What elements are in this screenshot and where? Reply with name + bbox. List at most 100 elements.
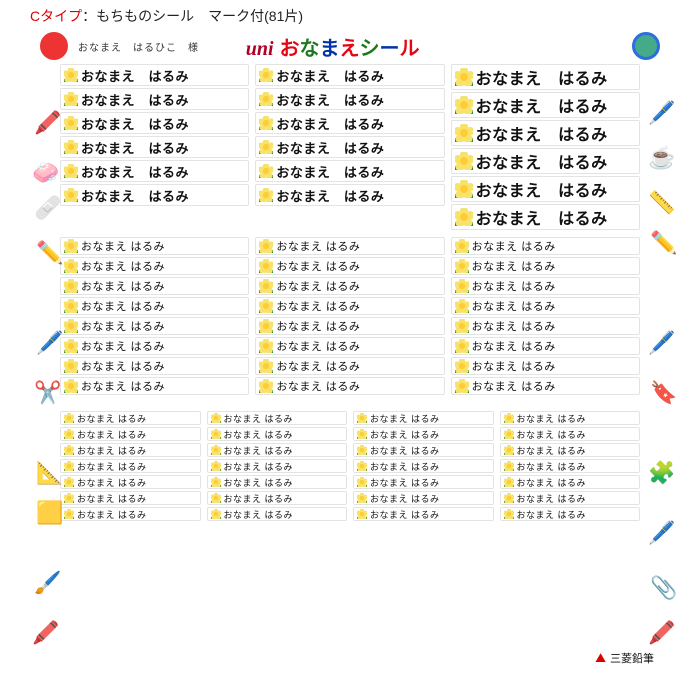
stationery-icon: 🧩 <box>648 460 675 486</box>
name-label: おなまえ はるみ <box>60 427 201 441</box>
label-text: おなまえ はるみ <box>370 412 440 425</box>
name-label: おなまえ はるみ <box>255 257 444 275</box>
label-text: おなまえ はるみ <box>370 444 440 457</box>
label-text: おなまえ はるみ <box>77 476 147 489</box>
stationery-icon: 📏 <box>648 190 675 216</box>
label-column: おなまえ はるみおなまえ はるみおなまえ はるみおなまえ はるみおなまえ はるみ… <box>60 237 249 404</box>
name-label: おなまえ はるみ <box>60 112 249 134</box>
label-text: おなまえ はるみ <box>81 318 165 334</box>
name-label: おなまえ はるみ <box>255 277 444 295</box>
label-column: おなまえ はるみおなまえ はるみおなまえ はるみおなまえ はるみおなまえ はるみ… <box>255 64 444 230</box>
name-label: おなまえ はるみ <box>255 237 444 255</box>
flower-icon <box>64 477 74 487</box>
name-label: おなまえ はるみ <box>60 443 201 457</box>
name-label: おなまえ はるみ <box>60 237 249 255</box>
brand-jp-char: お <box>280 38 300 60</box>
stationery-icon: 🖊️ <box>36 330 63 356</box>
label-text: おなまえ はるみ <box>276 90 384 109</box>
flower-icon <box>455 124 473 142</box>
name-label: おなまえ はるみ <box>353 507 494 521</box>
flower-icon <box>211 477 221 487</box>
label-text: おなまえ はるみ <box>472 378 556 394</box>
flower-icon <box>259 239 273 253</box>
flower-icon <box>64 116 78 130</box>
label-text: おなまえ はるみ <box>517 492 587 505</box>
label-text: おなまえ はるみ <box>476 121 608 145</box>
flower-icon <box>64 509 74 519</box>
name-label: おなまえ はるみ <box>451 237 640 255</box>
label-text: おなまえ はるみ <box>476 205 608 229</box>
label-column: おなまえ はるみおなまえ はるみおなまえ はるみおなまえ はるみおなまえ はるみ… <box>451 237 640 404</box>
flower-icon <box>357 493 367 503</box>
name-label: おなまえ はるみ <box>353 459 494 473</box>
label-text: おなまえ はるみ <box>81 298 165 314</box>
user-name-small: おなまえ はるひこ 様 <box>78 39 199 54</box>
title-type: Cタイプ <box>30 8 82 24</box>
label-text: おなまえ はるみ <box>81 338 165 354</box>
name-label: おなまえ はるみ <box>353 443 494 457</box>
name-label: おなまえ はるみ <box>60 88 249 110</box>
label-text: おなまえ はるみ <box>472 338 556 354</box>
name-label: おなまえ はるみ <box>451 357 640 375</box>
name-label: おなまえ はるみ <box>207 411 348 425</box>
label-text: おなまえ はるみ <box>517 444 587 457</box>
label-text: おなまえ はるみ <box>276 358 360 374</box>
flower-icon <box>64 92 78 106</box>
brand-jp: おなまえシール <box>280 32 420 61</box>
flower-icon <box>64 164 78 178</box>
name-label: おなまえ はるみ <box>500 459 641 473</box>
name-label: おなまえ はるみ <box>255 112 444 134</box>
flower-icon <box>211 461 221 471</box>
flower-icon <box>259 68 273 82</box>
label-text: おなまえ はるみ <box>81 278 165 294</box>
label-text: おなまえ はるみ <box>81 258 165 274</box>
flower-icon <box>455 299 469 313</box>
flower-icon <box>259 259 273 273</box>
flower-icon <box>259 92 273 106</box>
label-text: おなまえ はるみ <box>517 476 587 489</box>
label-column: おなまえ はるみおなまえ はるみおなまえ はるみおなまえ はるみおなまえ はるみ… <box>255 237 444 404</box>
section-small: おなまえ はるみおなまえ はるみおなまえ はるみおなまえ はるみおなまえ はるみ… <box>60 411 640 522</box>
flower-icon <box>64 188 78 202</box>
label-text: おなまえ はるみ <box>81 66 189 85</box>
label-text: おなまえ はるみ <box>77 444 147 457</box>
flower-icon <box>259 379 273 393</box>
label-text: おなまえ はるみ <box>224 444 294 457</box>
name-label: おなまえ はるみ <box>255 357 444 375</box>
flower-icon <box>357 413 367 423</box>
brand-jp-char: ま <box>320 38 340 60</box>
label-text: おなまえ はるみ <box>472 318 556 334</box>
flower-icon <box>504 509 514 519</box>
label-text: おなまえ はるみ <box>517 428 587 441</box>
label-text: おなまえ はるみ <box>370 508 440 521</box>
name-label: おなまえ はるみ <box>451 92 640 118</box>
flower-icon <box>259 299 273 313</box>
label-text: おなまえ はるみ <box>224 460 294 473</box>
flower-icon <box>64 379 78 393</box>
name-label: おなまえ はるみ <box>451 337 640 355</box>
label-text: おなまえ はるみ <box>81 138 189 157</box>
name-label: おなまえ はるみ <box>207 491 348 505</box>
flower-icon <box>455 279 469 293</box>
section-large: おなまえ はるみおなまえ はるみおなまえ はるみおなまえ はるみおなまえ はるみ… <box>60 64 640 231</box>
flower-icon <box>211 445 221 455</box>
name-label: おなまえ はるみ <box>500 411 641 425</box>
label-text: おなまえ はるみ <box>276 258 360 274</box>
label-text: おなまえ はるみ <box>77 428 147 441</box>
label-text: おなまえ はるみ <box>81 378 165 394</box>
flower-icon <box>211 429 221 439</box>
label-text: おなまえ はるみ <box>81 358 165 374</box>
label-text: おなまえ はるみ <box>276 162 384 181</box>
flower-icon <box>455 259 469 273</box>
flower-icon <box>211 413 221 423</box>
label-text: おなまえ はるみ <box>276 238 360 254</box>
stationery-icon: 📐 <box>36 460 63 486</box>
flower-icon <box>357 477 367 487</box>
flower-icon <box>259 319 273 333</box>
name-label: おなまえ はるみ <box>451 148 640 174</box>
flower-icon <box>64 339 78 353</box>
name-label: おなまえ はるみ <box>500 475 641 489</box>
label-text: おなまえ はるみ <box>81 114 189 133</box>
name-label: おなまえ はるみ <box>451 257 640 275</box>
flower-icon <box>455 180 473 198</box>
